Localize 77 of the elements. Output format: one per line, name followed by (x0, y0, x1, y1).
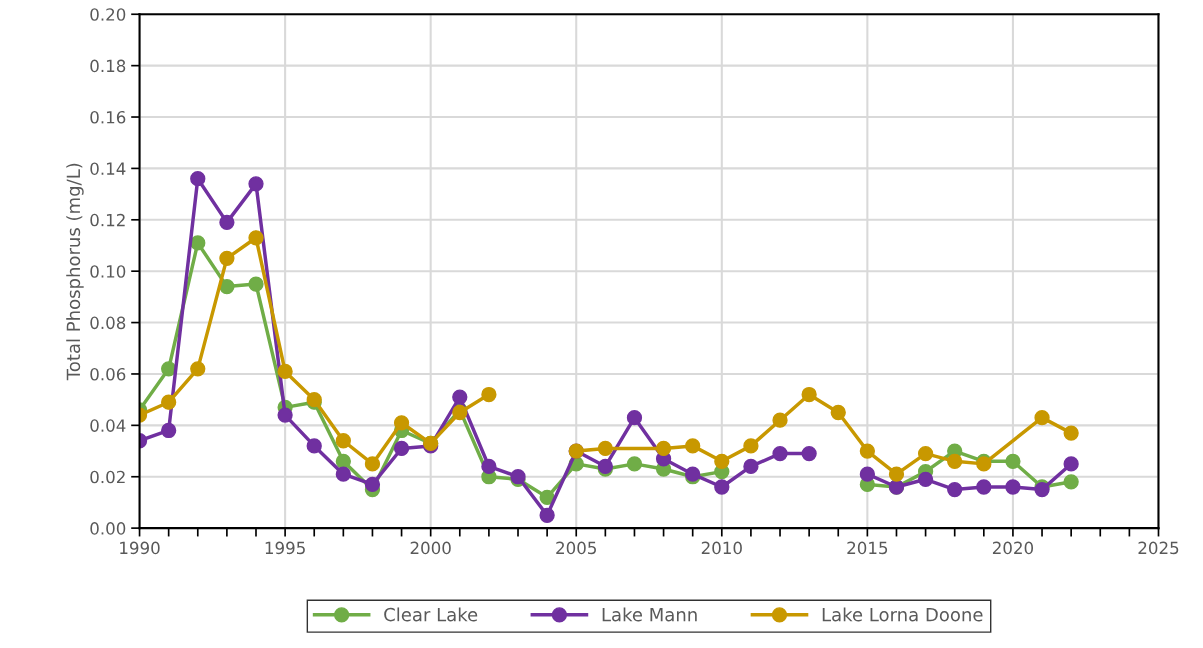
point (597, 440, 613, 457)
point (917, 445, 934, 462)
y-tick-label: 0.12 (90, 213, 125, 227)
x-tick-label: 1990 (120, 541, 160, 555)
point (190, 171, 206, 187)
point (888, 466, 905, 482)
point (1005, 453, 1021, 469)
point (655, 440, 672, 457)
point (743, 458, 759, 475)
y-tick-label: 0.04 (90, 419, 126, 432)
point (248, 230, 264, 246)
point (1005, 479, 1021, 495)
point (452, 389, 468, 405)
point (772, 445, 788, 462)
point (277, 407, 293, 423)
point (364, 476, 381, 493)
point (772, 412, 788, 428)
point (626, 456, 643, 472)
point (161, 422, 177, 439)
y-tick-label: 0.02 (90, 470, 125, 484)
point (219, 214, 235, 231)
point (481, 458, 497, 475)
point (1063, 474, 1079, 490)
point (219, 250, 235, 266)
point (161, 394, 177, 410)
y-tick-label: 0.06 (90, 367, 126, 381)
point (743, 438, 759, 454)
point (685, 438, 701, 454)
point (248, 176, 264, 192)
point (1063, 425, 1079, 441)
point (190, 361, 206, 377)
y-tick-label: 0.10 (90, 265, 126, 278)
point (714, 479, 730, 495)
point (335, 466, 351, 482)
point (335, 453, 351, 469)
point (947, 453, 963, 469)
point (626, 409, 643, 426)
point (364, 456, 381, 472)
y-tick-label: 0.08 (90, 316, 126, 330)
legend-label: Clear Lake (384, 607, 478, 622)
y-tick-label: 0.20 (90, 8, 126, 21)
point (1063, 456, 1079, 472)
x-tick-label: 2025 (1138, 541, 1179, 555)
x-tick-label: 2000 (410, 541, 451, 555)
legend-label: Lake Lorna Doone (822, 607, 983, 622)
x-tick-label: 2020 (992, 541, 1034, 555)
point (306, 438, 322, 454)
point (801, 445, 817, 462)
y-tick-label: 0.14 (90, 162, 126, 175)
point (539, 489, 555, 505)
point (714, 453, 730, 469)
x-tick-label: 2005 (556, 541, 596, 555)
x-tick-label: 1995 (265, 541, 305, 555)
point (976, 479, 992, 495)
point (393, 440, 410, 457)
point (190, 235, 206, 251)
point (917, 471, 934, 487)
x-tick-label: 2015 (847, 541, 888, 555)
point (539, 507, 555, 523)
point (248, 276, 264, 292)
point (393, 415, 410, 431)
point (830, 404, 846, 421)
legend-label: Lake Mann (602, 607, 697, 622)
point (859, 466, 876, 482)
point (801, 386, 817, 403)
y-tick-label: 0.18 (90, 59, 126, 73)
x-tick-label: 2010 (701, 541, 742, 555)
point (481, 386, 497, 403)
point (335, 433, 351, 449)
y-axis-title: Total Phosphorus (mg/L) (66, 163, 84, 381)
point (277, 363, 293, 380)
point (947, 481, 963, 498)
point (219, 278, 235, 295)
point (859, 443, 876, 459)
point (1034, 409, 1050, 426)
y-tick-label: 0.00 (90, 522, 126, 535)
y-tick-label: 0.16 (90, 110, 126, 124)
